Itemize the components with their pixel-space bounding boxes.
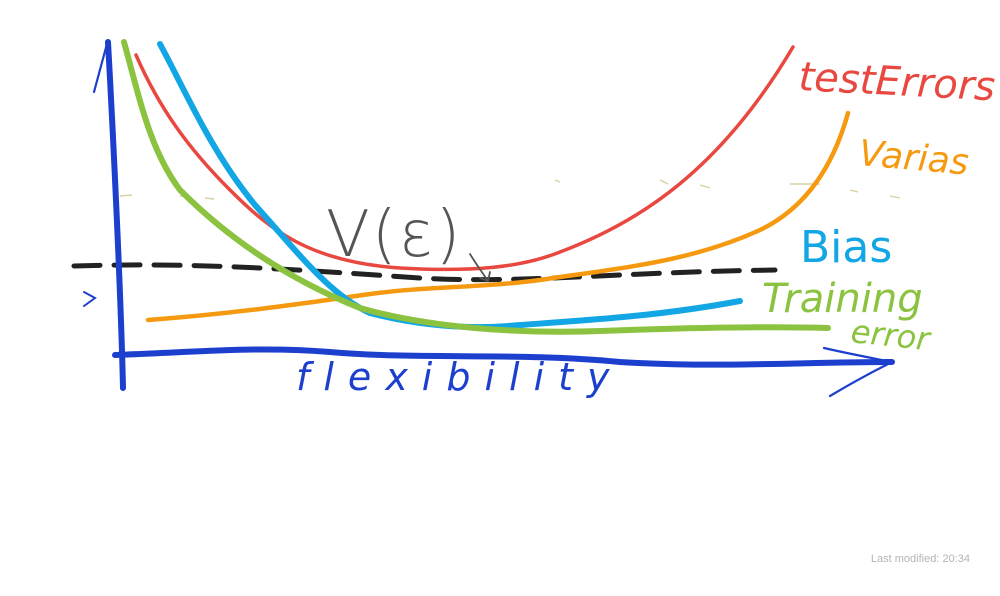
arrow-icon <box>469 253 491 283</box>
x-axis-label: flexibility <box>296 355 624 399</box>
training-error-curve <box>121 39 831 335</box>
y-axis <box>105 39 126 391</box>
bias-label: Bias <box>800 222 892 273</box>
test-error-curve <box>134 45 795 272</box>
x-axis <box>112 346 895 368</box>
training-label-line2: error <box>849 312 933 358</box>
x-axis-arrowhead <box>822 346 896 398</box>
test-error-label: testErrors <box>797 54 996 110</box>
faint-marks <box>119 179 901 200</box>
training-label-line1: Training <box>762 276 923 322</box>
last-modified-status: Last modified: 20:34 <box>870 553 970 565</box>
variance-label: Varias <box>857 133 970 183</box>
irreducible-error-dashed-line <box>71 262 778 283</box>
v-epsilon-label: V(ε) <box>326 198 462 272</box>
variance-curve <box>145 110 851 323</box>
bias-curve <box>157 41 743 331</box>
y-axis-arrowhead <box>92 39 114 94</box>
small-arrow-mark <box>83 291 97 307</box>
